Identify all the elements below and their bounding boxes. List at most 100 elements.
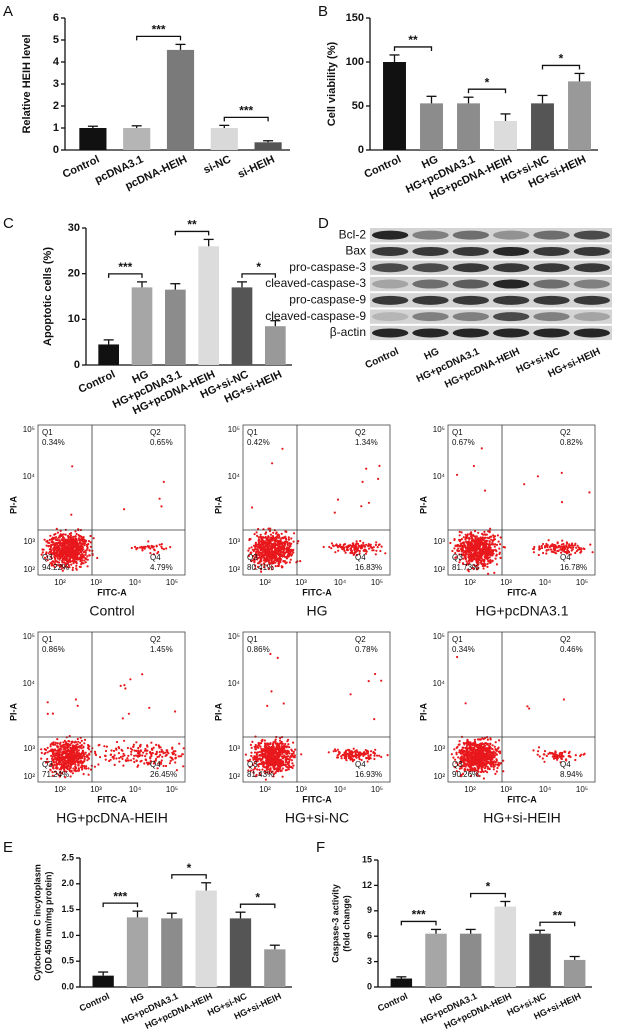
error-bar — [463, 96, 474, 104]
event-dot — [73, 538, 76, 541]
event-dot — [292, 548, 295, 552]
event-dot — [538, 547, 542, 550]
event-dot — [484, 554, 487, 558]
event-dot — [149, 547, 152, 550]
event-dot — [169, 546, 172, 549]
event-dot — [88, 748, 91, 751]
event-dot — [373, 754, 376, 757]
event-dot — [126, 746, 129, 750]
event-dot — [81, 553, 84, 556]
event-dot — [473, 564, 476, 567]
event-dot — [149, 552, 152, 555]
event-dot — [259, 762, 262, 766]
y-tick-label: 3 — [367, 956, 372, 966]
event-dot — [51, 712, 55, 715]
event-dot — [82, 772, 85, 776]
event-dot — [580, 548, 583, 551]
x-tick-label: 10³ — [500, 578, 512, 587]
y-tick-label: 0 — [74, 359, 80, 371]
event-dot — [253, 756, 256, 759]
event-dot — [494, 752, 497, 755]
event-dot — [43, 556, 47, 560]
event-dot — [272, 536, 275, 540]
event-dot — [115, 757, 118, 760]
event-dot — [290, 755, 293, 758]
event-dots — [449, 447, 594, 575]
event-dot — [488, 540, 491, 544]
blot-band — [533, 230, 570, 240]
event-dot — [332, 750, 335, 753]
event-dot — [136, 755, 140, 758]
event-dot — [483, 542, 486, 545]
event-dot — [349, 753, 352, 756]
event-dot — [256, 565, 260, 569]
blot-band — [412, 295, 449, 305]
blot-band — [493, 312, 530, 322]
quadrant-name: Q1 — [247, 635, 258, 644]
event-dot — [174, 761, 177, 764]
event-dot — [478, 549, 481, 553]
blot-band — [452, 328, 489, 338]
significance-bracket: * — [239, 890, 276, 909]
event-dot — [62, 741, 65, 744]
event-dot — [483, 547, 486, 551]
event-dot — [254, 564, 257, 567]
error-bar — [103, 339, 114, 345]
event-dot — [72, 562, 75, 565]
event-dot — [283, 553, 286, 556]
event-dot — [269, 753, 272, 757]
event-dot — [270, 758, 273, 761]
event-dot — [475, 568, 478, 571]
y-tick-label: 1.5 — [61, 904, 74, 914]
blot-band — [372, 312, 409, 322]
event-dot — [96, 556, 99, 560]
event-dot — [267, 527, 270, 530]
event-dot — [82, 536, 85, 539]
event-dot — [49, 551, 53, 555]
event-dot — [372, 546, 375, 549]
event-dot — [467, 559, 470, 563]
event-dot — [53, 748, 57, 751]
event-dot — [561, 546, 564, 549]
y-tick-label: 15 — [362, 854, 372, 864]
event-dot — [537, 553, 540, 557]
event-dot — [266, 765, 269, 768]
event-dot — [549, 548, 553, 551]
blot-band — [372, 295, 409, 305]
event-dot — [284, 749, 287, 752]
event-dot — [348, 756, 351, 759]
event-dot — [79, 545, 82, 548]
event-dot — [496, 534, 499, 537]
event-dot — [255, 555, 258, 559]
event-dot — [65, 770, 68, 773]
event-dot — [76, 558, 79, 561]
event-dot — [494, 543, 497, 546]
event-dot — [56, 742, 59, 745]
plot-caption: Control — [89, 603, 134, 619]
event-dot — [272, 531, 275, 534]
significance-label: * — [559, 52, 564, 66]
event-dot — [156, 755, 159, 759]
event-dot — [105, 745, 108, 748]
bar — [264, 949, 286, 987]
event-dot — [495, 759, 498, 762]
event-dot — [274, 558, 278, 561]
event-dot — [71, 550, 74, 553]
y-tick-label: 4 — [53, 56, 60, 68]
event-dot — [350, 551, 353, 554]
panel-label: D — [318, 215, 329, 232]
event-dot — [461, 546, 465, 549]
event-dot — [54, 770, 57, 773]
event-dot — [458, 553, 461, 556]
event-dot — [266, 704, 269, 708]
x-tick-label: 10² — [259, 578, 271, 587]
event-dot — [353, 545, 356, 548]
panel-label: E — [3, 839, 13, 856]
event-dot — [528, 707, 531, 710]
event-dot — [250, 546, 253, 549]
event-dot — [482, 777, 485, 780]
event-dot — [336, 546, 340, 549]
event-dot — [482, 538, 485, 541]
event-dot — [52, 564, 55, 567]
event-dot — [376, 754, 379, 757]
